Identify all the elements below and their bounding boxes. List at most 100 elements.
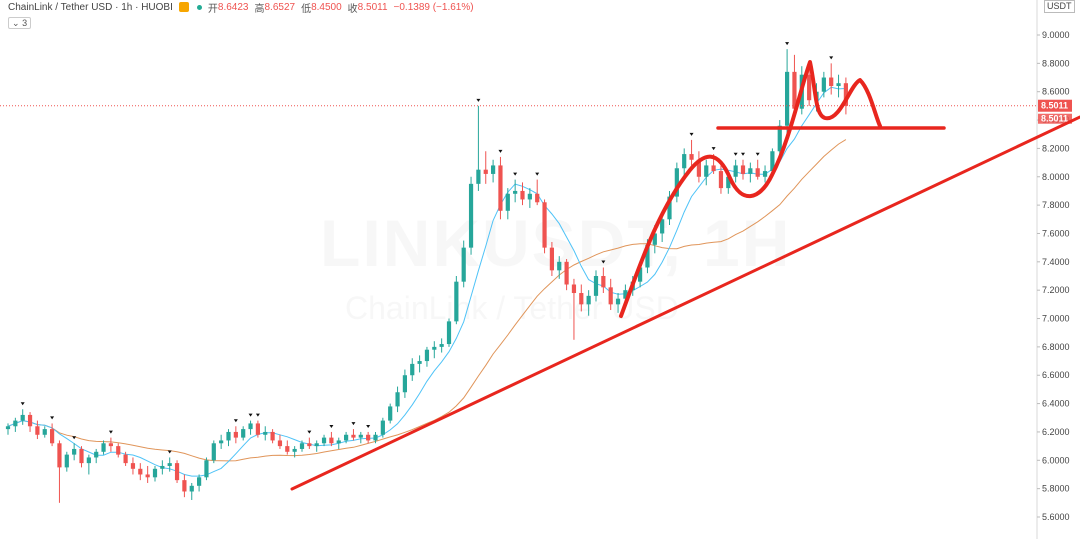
candle-body — [733, 165, 738, 177]
pivot-marker — [329, 424, 334, 428]
candle-body — [615, 298, 621, 305]
candle-body — [527, 193, 532, 200]
candle-body — [174, 463, 180, 481]
pivot-marker — [829, 56, 834, 60]
candle-body — [321, 437, 327, 444]
pivot-marker — [351, 422, 356, 426]
ma-fast-line — [7, 86, 846, 477]
indicator-count: 3 — [22, 18, 28, 28]
candle-body — [255, 423, 260, 435]
candle-body — [307, 443, 312, 447]
candle-body — [564, 261, 569, 285]
candle-body — [27, 414, 33, 427]
pivot-marker — [167, 450, 172, 454]
candle-body — [682, 154, 687, 169]
candle-body — [226, 431, 231, 441]
pivot-marker — [108, 430, 113, 434]
pivot-marker — [366, 424, 371, 428]
ma-slow-line — [7, 139, 847, 462]
axis-tick-label: 9.0000 — [1042, 30, 1070, 40]
pivot-marker — [733, 152, 738, 156]
candle-body — [638, 267, 643, 282]
candle-body — [439, 344, 444, 347]
axis-tick-label: 6.2000 — [1042, 427, 1070, 437]
candle-body — [586, 295, 591, 305]
candle-body — [792, 71, 797, 109]
open-value: 8.6423 — [217, 1, 249, 13]
candle-body — [108, 443, 113, 447]
low-value: 8.4500 — [311, 1, 342, 13]
axis-tick-label: 6.6000 — [1042, 370, 1070, 380]
pivot-marker — [498, 149, 503, 153]
indicators-toggle-button[interactable]: ⌄ 3 — [8, 17, 32, 29]
candle-body — [777, 125, 782, 152]
candle-body — [461, 247, 466, 282]
candle-body — [270, 431, 275, 441]
candle-body — [35, 426, 40, 435]
candle-body — [807, 74, 812, 101]
ma-slow-group — [7, 139, 847, 462]
close-value: 8.5011 — [357, 1, 388, 13]
axis-tick-label: 8.6000 — [1042, 87, 1070, 97]
candle-body — [446, 321, 452, 345]
ma-fast-group — [7, 86, 846, 477]
candle-body — [417, 361, 422, 364]
pivot-marker — [689, 132, 694, 136]
candle-body — [145, 474, 150, 478]
candle-body — [696, 159, 701, 177]
candle-body — [351, 434, 356, 438]
candle-body — [86, 457, 91, 464]
axis-tick-label: 6.4000 — [1042, 399, 1070, 409]
candle-body — [740, 165, 746, 174]
pivot-marker — [513, 172, 518, 176]
candle-body — [123, 454, 128, 464]
currency-badge[interactable]: USDT — [1044, 0, 1075, 13]
candle-body — [468, 183, 474, 248]
candle-body — [608, 287, 613, 305]
axis-tick-label: 8.0000 — [1042, 172, 1070, 182]
candle-body — [689, 154, 694, 160]
axis-tick-label: 6.8000 — [1042, 342, 1070, 352]
candle-body — [836, 83, 841, 87]
candle-body — [241, 429, 246, 438]
candle-body — [785, 71, 790, 126]
trendline-annotation — [290, 115, 1080, 491]
candle-body — [79, 448, 84, 464]
candle-body — [64, 454, 69, 468]
candle-body — [160, 465, 165, 469]
pivot-marker — [307, 430, 312, 434]
axis-tick-label: 7.4000 — [1042, 257, 1070, 267]
candle-body — [843, 83, 848, 106]
symbol-title[interactable]: ChainLink / Tether USD · 1h · HUOBI — [8, 1, 173, 13]
pivot-marker — [72, 436, 77, 440]
candle-body — [601, 276, 606, 288]
axis-tick-label: 7.0000 — [1042, 314, 1070, 324]
candle-body — [579, 293, 584, 305]
candle-body — [292, 448, 297, 452]
pivot-marker — [535, 172, 540, 176]
pivot-marker — [476, 98, 481, 102]
pivot-marker — [755, 152, 760, 156]
pivot-marker — [255, 413, 260, 417]
candle-body — [344, 434, 349, 441]
candle-body — [152, 468, 158, 478]
annotations-group — [290, 60, 1080, 491]
open-label: 开 — [207, 3, 218, 15]
axis-tick-label: 6.0000 — [1042, 455, 1070, 465]
close-label: 收 — [347, 3, 358, 15]
candle-body — [520, 190, 525, 200]
high-label: 高 — [254, 3, 265, 15]
candle-body — [277, 440, 283, 447]
candle-body — [13, 420, 18, 427]
market-status-icon — [196, 4, 202, 10]
candle-body — [130, 463, 136, 469]
axis-tick-label: 5.6000 — [1042, 512, 1070, 522]
axis-tick-label: 7.6000 — [1042, 228, 1070, 238]
candle-body — [557, 261, 562, 271]
axis-tick-label: 8.2000 — [1042, 143, 1070, 153]
candle-body — [211, 443, 216, 461]
axis-tick-label: 5.8000 — [1042, 484, 1070, 494]
pivot-marker — [233, 419, 238, 423]
candle-body — [432, 346, 437, 350]
